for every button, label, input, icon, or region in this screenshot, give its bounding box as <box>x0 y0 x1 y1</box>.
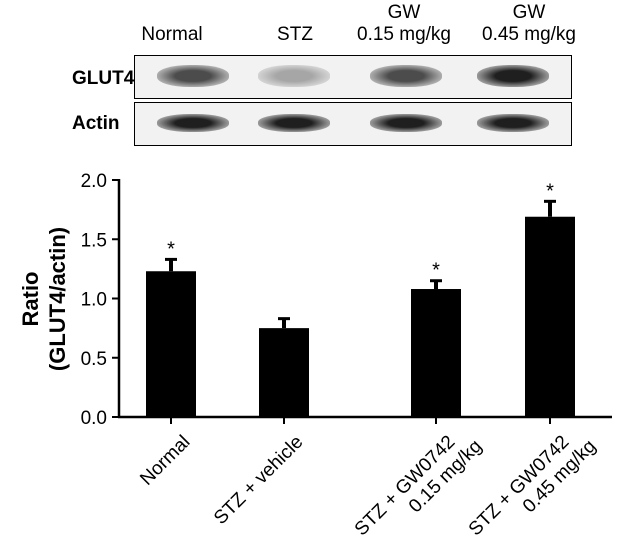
blot-lane-header-line1: STZ <box>277 24 313 45</box>
blot-lane-header-line1: Normal <box>141 24 203 45</box>
y-tick-label: 1.0 <box>81 290 107 311</box>
y-tick-label: 2.0 <box>81 171 107 192</box>
blot-row-label-actin: Actin <box>72 113 120 134</box>
bar <box>525 216 575 417</box>
y-axis-label-line2: (GLUT4/actin) <box>45 227 70 371</box>
blot-lane-header-line2: 0.45 mg/kg <box>482 24 576 45</box>
blot-band <box>157 65 229 87</box>
blot-band <box>258 114 330 132</box>
blot-lane-header-gw-high: GW 0.45 mg/kg <box>466 2 592 46</box>
y-axis-label-line1: Ratio <box>18 272 43 327</box>
y-tick-label: 0.5 <box>81 349 107 370</box>
bar <box>411 289 461 417</box>
blot-lane-header-normal: Normal <box>122 24 222 46</box>
blot-panel-glut4 <box>134 55 572 99</box>
y-tick-label: 0.0 <box>81 408 107 429</box>
blot-lane-header-stz: STZ <box>250 24 340 46</box>
x-tick-label: STZ + vehicle <box>210 432 307 529</box>
y-tick-label: 1.5 <box>81 230 107 251</box>
significance-marker: * <box>546 180 554 202</box>
x-tick-label: Normal <box>136 432 194 490</box>
blot-band <box>258 65 330 87</box>
blot-row-label-glut4: GLUT4 <box>72 68 135 89</box>
significance-marker: * <box>432 260 440 282</box>
x-tick-label-line: STZ + vehicle <box>210 432 307 529</box>
blot-lane-header-line2: 0.15 mg/kg <box>357 24 451 45</box>
significance-marker: * <box>167 238 175 260</box>
blot-band <box>477 65 549 87</box>
blot-band <box>477 114 549 132</box>
blot-band <box>370 114 442 132</box>
bar <box>146 271 196 417</box>
blot-band <box>157 114 229 132</box>
x-tick-label: STZ + GW07420.45 mg/kg <box>465 420 600 541</box>
blot-lane-header-line1: GW <box>387 2 421 23</box>
blot-lane-header-line1: GW <box>512 2 546 23</box>
x-tick-label-line: Normal <box>136 432 194 490</box>
blot-panel-actin <box>134 102 572 146</box>
bar <box>259 328 309 417</box>
blot-band <box>370 65 442 87</box>
blot-lane-header-gw-low: GW 0.15 mg/kg <box>344 2 464 46</box>
